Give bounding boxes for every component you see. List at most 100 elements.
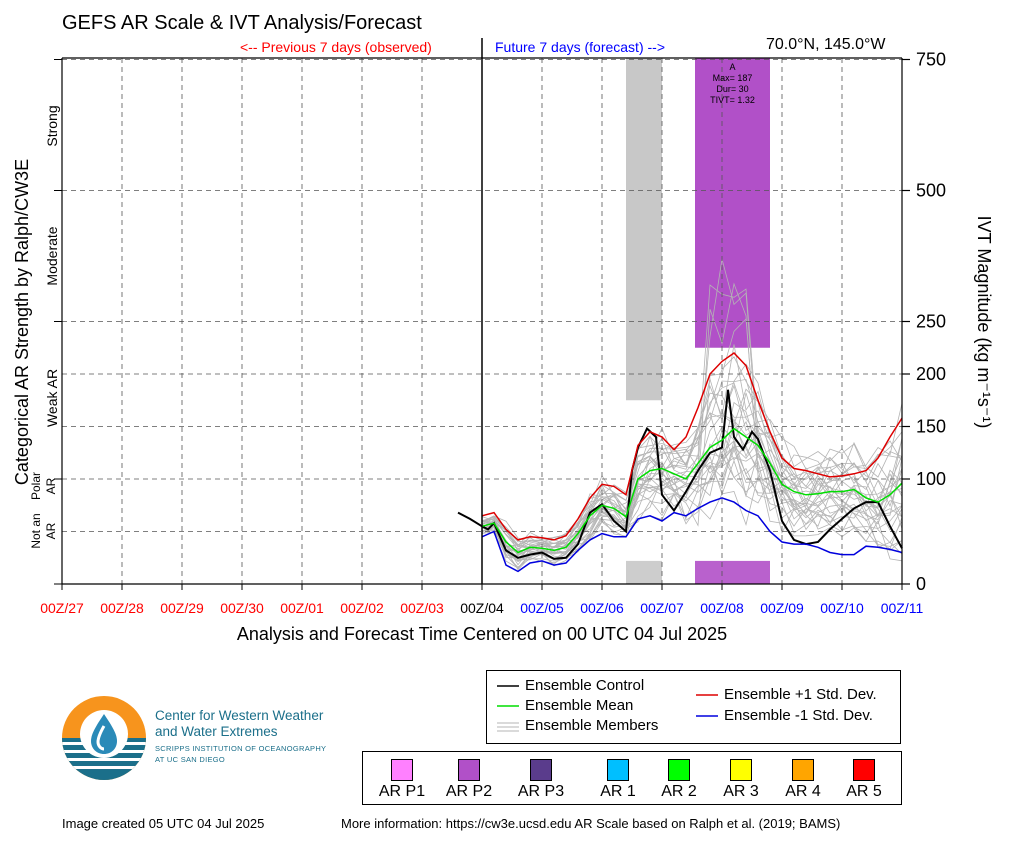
x-tick-label: 00Z/02 bbox=[340, 600, 384, 616]
category-label: AR bbox=[44, 477, 58, 494]
future-days-label: Future 7 days (forecast) --> bbox=[495, 39, 666, 55]
x-tick-label: 00Z/30 bbox=[220, 600, 264, 616]
series-lines bbox=[457, 352, 903, 573]
ivt-tick-label: 250 bbox=[916, 312, 946, 332]
x-tick-label: 00Z/11 bbox=[881, 600, 924, 616]
ensemble-member-line bbox=[481, 378, 903, 544]
legend-minus-std-label: Ensemble -1 Std. Dev. bbox=[724, 707, 873, 724]
x-tick-label: 00Z/03 bbox=[400, 600, 444, 616]
ensemble-member-line bbox=[481, 448, 903, 565]
x-tick-label: 00Z/29 bbox=[160, 600, 204, 616]
ar-scale-item: AR P3 bbox=[511, 752, 571, 801]
ar-scale-swatch bbox=[730, 759, 752, 781]
x-tick-label: 00Z/09 bbox=[760, 600, 804, 616]
logo-name-line2: and Water Extremes bbox=[155, 724, 278, 739]
more-info-label: More information: https://cw3e.ucsd.edu … bbox=[341, 816, 841, 831]
ivt-tick-label: 750 bbox=[916, 50, 946, 70]
gray-period-band bbox=[626, 58, 662, 401]
ar-scale-swatch bbox=[607, 759, 629, 781]
line-legend-swatches bbox=[497, 685, 718, 732]
logo-institution-line2: AT UC SAN DIEGO bbox=[155, 755, 226, 764]
category-label: Not an bbox=[29, 513, 43, 548]
ar-scale-label: AR P1 bbox=[378, 783, 426, 800]
x-tick-label: 00Z/05 bbox=[520, 600, 564, 616]
logo-name-line1: Center for Western Weather bbox=[155, 708, 324, 723]
category-label: Weak AR bbox=[44, 369, 60, 427]
ar-scale-legend: AR P1 AR P2 AR P3 AR 1 AR 2 AR 3 AR 4 AR… bbox=[362, 751, 902, 805]
grid bbox=[62, 58, 902, 584]
legend-mean-label: Ensemble Mean bbox=[525, 697, 634, 714]
ensemble-member-line bbox=[481, 282, 903, 569]
ar-annotation-line: A bbox=[729, 62, 735, 72]
legend-plus-std-label: Ensemble +1 Std. Dev. bbox=[724, 686, 877, 703]
ensemble-member-line bbox=[481, 401, 903, 554]
location-label: 70.0°N, 145.0°W bbox=[766, 36, 886, 53]
category-label: Polar bbox=[29, 472, 43, 500]
ensemble-member-line bbox=[481, 451, 903, 568]
line-legend: Ensemble Control Ensemble Mean Ensemble … bbox=[486, 670, 901, 744]
x-tick-label: 00Z/07 bbox=[640, 600, 684, 616]
category-label: Moderate bbox=[44, 226, 60, 285]
ar-scale-swatch bbox=[853, 759, 875, 781]
ensemble-member-line bbox=[481, 344, 903, 545]
ar-p2-period-foot bbox=[695, 560, 770, 584]
logo-institution-line1: SCRIPPS INSTITUTION OF OCEANOGRAPHY bbox=[155, 744, 327, 753]
cw3e-logo-icon bbox=[62, 696, 146, 780]
ar-scale-item: AR 3 bbox=[711, 752, 771, 801]
ensemble-member-line bbox=[481, 445, 903, 562]
ensemble-member-line bbox=[481, 318, 903, 567]
x-tick-label: 00Z/27 bbox=[40, 600, 84, 616]
ar-scale-label: AR P3 bbox=[517, 783, 565, 800]
ar-scale-item: AR 2 bbox=[649, 752, 709, 801]
x-tick-label: 00Z/10 bbox=[820, 600, 864, 616]
category-label: Strong bbox=[44, 105, 60, 146]
ar-scale-item: AR 1 bbox=[588, 752, 648, 801]
ar-scale-swatch bbox=[792, 759, 814, 781]
ivt-tick-label: 150 bbox=[916, 417, 946, 437]
ar-scale-item: AR 4 bbox=[773, 752, 833, 801]
ar-scale-item: AR P1 bbox=[372, 752, 432, 801]
ensemble-member-line bbox=[481, 392, 903, 550]
image-created-label: Image created 05 UTC 04 Jul 2025 bbox=[62, 816, 265, 831]
category-label: AR bbox=[44, 522, 58, 539]
ivt-tick-label: 200 bbox=[916, 364, 946, 384]
ar-scale-label: AR 3 bbox=[723, 783, 759, 800]
ar-scale-label: AR P2 bbox=[445, 783, 493, 800]
ar-annotation-line: Dur= 30 bbox=[716, 84, 748, 94]
ivt-tick-label: 100 bbox=[916, 469, 946, 489]
ar-annotation-line: Max= 187 bbox=[713, 73, 753, 83]
ar-scale-item: AR P2 bbox=[439, 752, 499, 801]
ar-scale-swatch bbox=[668, 759, 690, 781]
x-tick-label: 00Z/04 bbox=[460, 600, 504, 616]
ar-scale-swatch bbox=[458, 759, 480, 781]
ar-scale-swatch bbox=[530, 759, 552, 781]
ar-scale-label: AR 4 bbox=[785, 783, 821, 800]
x-tick-label: 00Z/06 bbox=[580, 600, 624, 616]
right-axis-label: IVT Magnitude (kg m⁻¹s⁻¹) bbox=[974, 216, 994, 429]
plus-std-line bbox=[481, 352, 903, 541]
ar-scale-label: AR 5 bbox=[846, 783, 882, 800]
minus-std-line bbox=[481, 497, 903, 573]
x-axis-label: Analysis and Forecast Time Centered on 0… bbox=[237, 624, 727, 644]
ar-scale-label: AR 2 bbox=[661, 783, 697, 800]
ivt-tick-label: 500 bbox=[916, 181, 946, 201]
ar-scale-item: AR 5 bbox=[834, 752, 894, 801]
x-tick-label: 00Z/01 bbox=[280, 600, 324, 616]
ensemble-members bbox=[481, 259, 903, 571]
x-tick-label: 00Z/28 bbox=[100, 600, 144, 616]
legend-members-label: Ensemble Members bbox=[525, 717, 659, 734]
left-axis-label: Categorical AR Strength by Ralph/CW3E bbox=[12, 159, 32, 485]
ar-scale-swatch bbox=[391, 759, 413, 781]
gray-period-foot bbox=[626, 560, 662, 584]
ar-scale-label: AR 1 bbox=[600, 783, 636, 800]
chart-title: GEFS AR Scale & IVT Analysis/Forecast bbox=[62, 12, 422, 34]
ar-annotation-line: TIVT= 1.32 bbox=[710, 95, 755, 105]
axes bbox=[54, 38, 910, 590]
control-line bbox=[457, 389, 903, 560]
ivt-tick-label: 0 bbox=[916, 574, 926, 594]
mean-line bbox=[481, 427, 903, 554]
legend-control-label: Ensemble Control bbox=[525, 677, 645, 694]
x-tick-label: 00Z/08 bbox=[700, 600, 744, 616]
